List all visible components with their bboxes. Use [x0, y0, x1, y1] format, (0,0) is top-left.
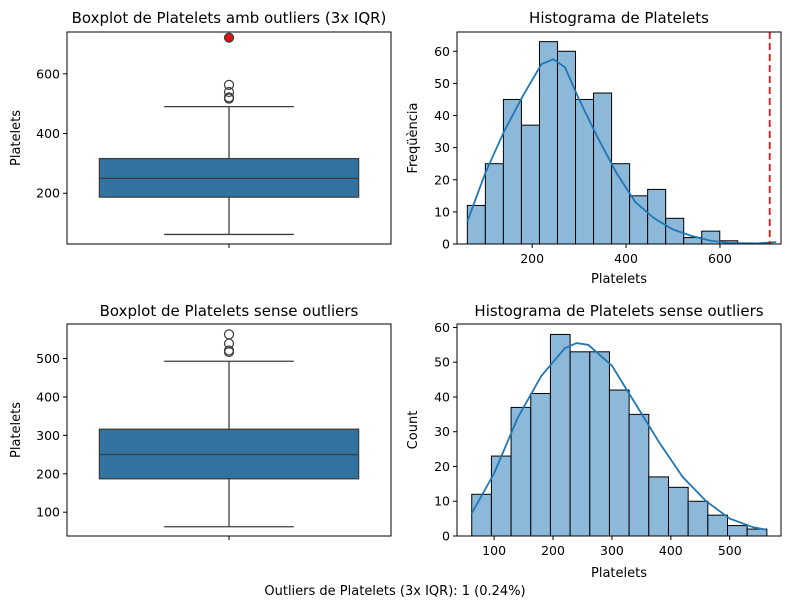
- y-tick-label: 400: [36, 389, 60, 404]
- y-tick-label: 0: [442, 237, 450, 252]
- x-tick-label: 600: [708, 251, 732, 266]
- x-tick-label: 200: [520, 251, 544, 266]
- y-tick-label: 0: [442, 529, 450, 544]
- histogram-bar: [471, 493, 492, 537]
- chart-title: Histograma de Platelets: [529, 9, 709, 27]
- histogram-bar: [569, 351, 591, 537]
- y-axis-label: Freqüència: [406, 102, 421, 173]
- flier-point: [223, 338, 235, 349]
- flier-point: [223, 345, 235, 356]
- y-tick-label: 30: [434, 424, 450, 439]
- axes-frame: [456, 31, 782, 245]
- y-tick-label: 600: [36, 66, 60, 81]
- y-axis-label: Platelets: [9, 110, 24, 166]
- chart-title: Boxplot de Platelets amb outliers (3x IQ…: [72, 9, 387, 27]
- histogram-bar: [611, 163, 631, 245]
- histogram-bar: [466, 204, 486, 245]
- y-tick-label: 40: [434, 389, 450, 404]
- histogram-bar: [687, 500, 709, 537]
- y-tick-label: 10: [434, 494, 450, 509]
- y-tick-label: 200: [36, 186, 60, 201]
- flier-point: [223, 86, 235, 98]
- y-tick-label: 20: [434, 172, 450, 187]
- histogram-bar: [549, 333, 571, 537]
- y-tick-label: 100: [36, 505, 60, 520]
- histogram-bar: [484, 163, 504, 245]
- histogram-bar: [707, 514, 729, 537]
- y-tick-label: 20: [434, 459, 450, 474]
- x-tick-label: 200: [541, 543, 565, 558]
- boxplot-without-outliers: Boxplot de Platelets sense outliers 100 20…: [9, 302, 392, 540]
- histogram-bar: [647, 188, 667, 245]
- y-tick-label: 60: [434, 320, 450, 335]
- y-axis-label: Count: [406, 411, 421, 450]
- histogram-bar: [490, 455, 512, 537]
- x-axis-label: Platelets: [591, 566, 647, 581]
- kde-curve: [466, 58, 777, 245]
- kde-curve: [470, 342, 767, 531]
- histogram-bar: [628, 413, 650, 537]
- flier-point: [223, 79, 235, 90]
- x-tick-label: 400: [614, 251, 638, 266]
- flier-point: [223, 92, 235, 103]
- y-tick-label: 60: [434, 44, 450, 59]
- y-tick-label: 10: [434, 204, 450, 219]
- y-tick-label: 50: [434, 76, 450, 91]
- chart-title: Boxplot de Platelets sense outliers: [100, 302, 359, 320]
- x-tick-label: 300: [600, 543, 624, 558]
- histogram-bar: [556, 50, 577, 245]
- histogram-bar: [667, 486, 689, 537]
- histogram-bar: [665, 217, 685, 245]
- flier-point: [223, 329, 235, 340]
- histogram-bar: [727, 525, 748, 537]
- histogram-bar: [502, 98, 522, 245]
- histogram-without-outliers: Histograma de Platelets sense outliers 0 1…: [406, 302, 782, 581]
- histogram-bar: [538, 41, 558, 245]
- histogram-bar: [608, 389, 630, 537]
- histogram-with-outliers: Histograma de Platelets 0 10 20 30 40 50 60 200 4…: [406, 9, 782, 287]
- axes-frame: [456, 323, 782, 537]
- x-tick-label: 100: [482, 543, 506, 558]
- histogram-bar: [520, 124, 540, 245]
- y-tick-label: 200: [36, 466, 60, 481]
- histogram-bar: [530, 393, 551, 537]
- x-axis-label: Platelets: [591, 272, 647, 287]
- histogram-bar: [589, 351, 610, 537]
- histogram-bar: [648, 476, 669, 537]
- y-tick-label: 30: [434, 140, 450, 155]
- x-tick-label: 400: [659, 543, 683, 558]
- outlier-3iqr-point: [223, 32, 235, 43]
- chart-title: Histograma de Platelets sense outliers: [474, 302, 763, 320]
- y-tick-label: 400: [36, 126, 60, 141]
- outlier-summary-caption: Outliers de Platelets (3x IQR): 1 (0.24%…: [264, 584, 526, 599]
- boxplot-with-outliers: Boxplot de Platelets amb outliers (3x IQ…: [9, 9, 392, 248]
- histogram-bar: [629, 195, 649, 245]
- histogram-bar: [575, 98, 595, 245]
- y-tick-label: 40: [434, 108, 450, 123]
- y-tick-label: 300: [36, 428, 60, 443]
- y-tick-label: 50: [434, 355, 450, 370]
- histogram-bar: [593, 92, 613, 245]
- y-axis-label: Platelets: [9, 402, 24, 458]
- x-tick-label: 500: [718, 543, 742, 558]
- y-tick-label: 500: [36, 351, 60, 366]
